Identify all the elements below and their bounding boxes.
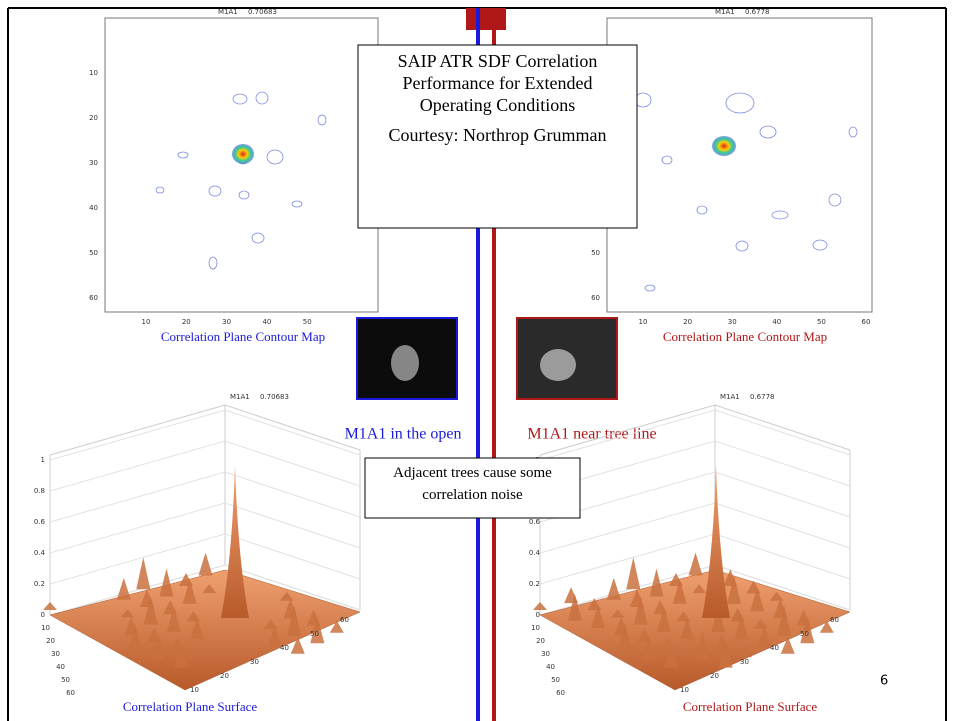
x-tick-label: 30 <box>728 318 737 326</box>
y-tick-label: 40 <box>56 663 65 671</box>
correlation-peak <box>712 136 736 156</box>
y-tick-label: 20 <box>46 637 55 645</box>
z-tick-label: 0 <box>536 611 540 619</box>
surface-peak <box>117 578 131 600</box>
x-tick-label: 50 <box>817 318 826 326</box>
plot-title: M1A1 <box>230 393 250 401</box>
x-tick-label: 60 <box>862 318 871 326</box>
z-tick-label: 0.4 <box>34 549 46 557</box>
plot-title: M1A1 <box>720 393 740 401</box>
x-tick-label: 60 <box>340 616 349 624</box>
surface-peak <box>564 587 578 603</box>
z-tick-label: 0.6 <box>34 518 46 526</box>
z-tick-label: 0.2 <box>34 580 45 588</box>
y-tick-label: 60 <box>591 294 600 302</box>
y-tick-label: 60 <box>66 689 75 697</box>
y-tick-label: 40 <box>546 663 555 671</box>
surface-peak <box>160 569 174 597</box>
x-tick-label: 10 <box>639 318 648 326</box>
y-tick-label: 50 <box>61 676 70 684</box>
surface-peak <box>136 557 150 589</box>
plot-title: M1A1 <box>218 8 238 16</box>
note: Adjacent trees cause some correlation no… <box>368 462 577 506</box>
contour-plot <box>105 18 378 312</box>
x-tick-label: 40 <box>772 318 781 326</box>
y-tick-label: 60 <box>89 294 98 302</box>
z-tick-label: 0.8 <box>34 487 45 495</box>
x-tick-label: 40 <box>280 644 289 652</box>
plot-score: 0.6778 <box>745 8 770 16</box>
x-tick-label: 20 <box>683 318 692 326</box>
x-tick-label: 10 <box>680 686 689 694</box>
contour-plot <box>607 18 872 312</box>
surface-peak <box>43 602 57 610</box>
note-text: Adjacent trees cause some correlation no… <box>368 462 577 516</box>
correlation-peak <box>232 144 254 164</box>
z-tick-label: 0 <box>41 611 45 619</box>
z-tick-label: 1 <box>41 456 45 464</box>
grid-line <box>50 503 360 553</box>
y-tick-label: 30 <box>51 650 60 658</box>
grid-line <box>540 441 850 491</box>
page-number: 6 <box>880 674 888 689</box>
grid-line <box>540 503 850 553</box>
surface-peak <box>689 553 703 576</box>
plot-title: M1A1 <box>715 8 735 16</box>
x-tick-label: 50 <box>303 318 312 326</box>
y-tick-label: 20 <box>89 114 98 122</box>
y-tick-label: 50 <box>89 249 98 257</box>
grid-line <box>50 441 360 491</box>
grid-line <box>540 472 850 522</box>
z-tick-label: 0.6 <box>529 518 541 526</box>
x-tick-label: 10 <box>142 318 151 326</box>
y-tick-label: 60 <box>556 689 565 697</box>
surface-peak <box>533 602 547 610</box>
plot-score: 0.70683 <box>248 8 277 16</box>
plot-score: 0.6778 <box>750 393 775 401</box>
x-tick-label: 40 <box>262 318 271 326</box>
x-tick-label: 20 <box>220 672 229 680</box>
y-tick-label: 10 <box>531 624 540 632</box>
surface-peak <box>650 569 664 597</box>
main-peak <box>702 465 730 618</box>
surface-peak <box>199 553 213 576</box>
x-tick-label: 30 <box>222 318 231 326</box>
x-tick-label: 20 <box>182 318 191 326</box>
x-tick-label: 20 <box>710 672 719 680</box>
z-tick-label: 0.4 <box>529 549 541 557</box>
plot-score: 0.70683 <box>260 393 289 401</box>
courtesy: Courtesy: Northrop Grumman <box>362 124 633 146</box>
target-blob <box>391 345 419 381</box>
y-tick-label: 50 <box>591 249 600 257</box>
grid-line <box>50 472 360 522</box>
surface-peak <box>626 557 640 589</box>
x-tick-label: 30 <box>250 658 259 666</box>
top-tab <box>466 8 506 30</box>
x-tick-label: 50 <box>310 630 319 638</box>
y-tick-label: 30 <box>89 159 98 167</box>
x-tick-label: 60 <box>830 616 839 624</box>
y-tick-label: 10 <box>89 69 98 77</box>
y-tick-label: 50 <box>551 676 560 684</box>
title-box-text: SAIP ATR SDF Correlation Performance for… <box>362 50 633 225</box>
caption: Correlation Plane Surface <box>123 699 258 714</box>
surface-peak <box>607 578 621 600</box>
caption: Correlation Plane Contour Map <box>161 329 325 344</box>
y-tick-label: 30 <box>541 650 550 658</box>
slide: SAIP ATR SDF Correlation Performance for… <box>0 0 954 721</box>
x-tick-label: 10 <box>190 686 199 694</box>
x-tick-label: 30 <box>740 658 749 666</box>
y-tick-label: 10 <box>41 624 50 632</box>
y-tick-label: 40 <box>89 204 98 212</box>
caption: Correlation Plane Surface <box>683 699 818 714</box>
y-tick-label: 20 <box>536 637 545 645</box>
chip-caption: M1A1 in the open <box>345 426 462 443</box>
x-tick-label: 50 <box>800 630 809 638</box>
target-blob <box>540 349 576 381</box>
caption: Correlation Plane Contour Map <box>663 329 827 344</box>
z-tick-label: 0.2 <box>529 580 540 588</box>
title: SAIP ATR SDF Correlation Performance for… <box>362 50 633 116</box>
x-tick-label: 40 <box>770 644 779 652</box>
